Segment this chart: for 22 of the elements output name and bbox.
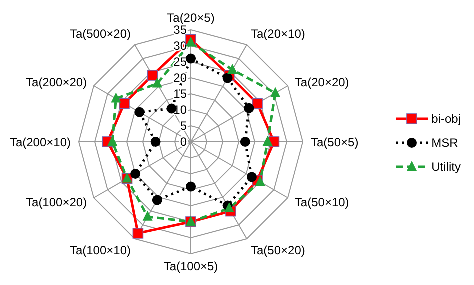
spoke-label: Ta(50×20) xyxy=(251,243,306,258)
spoke-label: Ta(50×10) xyxy=(294,195,350,210)
spoke-label: Ta(20×10) xyxy=(251,27,306,42)
legend-label: Utility xyxy=(432,160,461,174)
y-tick-label: 25 xyxy=(174,55,188,69)
spoke-label: Ta(20×20) xyxy=(294,75,350,90)
y-tick-label: 15 xyxy=(174,87,188,101)
spoke-label: Ta(500×20) xyxy=(70,27,131,42)
y-tick-label: 10 xyxy=(174,103,188,117)
legend-label: bi-obj xyxy=(432,112,461,126)
spoke-label: Ta(100×10) xyxy=(70,243,131,258)
spoke-label: Ta(200×10) xyxy=(10,135,71,150)
y-tick-label: 5 xyxy=(180,119,188,133)
y-tick-label: 0 xyxy=(180,135,188,149)
legend-label: MSR xyxy=(432,136,458,150)
spoke-label: Ta(100×5) xyxy=(164,260,218,274)
y-tick-label: 35 xyxy=(174,23,188,37)
spoke-label: Ta(50×5) xyxy=(311,135,359,150)
spoke-label: Ta(100×20) xyxy=(26,195,88,210)
spoke-label: Ta(20×5) xyxy=(167,11,215,25)
spoke-label: Ta(200×20) xyxy=(26,75,88,90)
y-tick-label: 20 xyxy=(174,71,188,85)
